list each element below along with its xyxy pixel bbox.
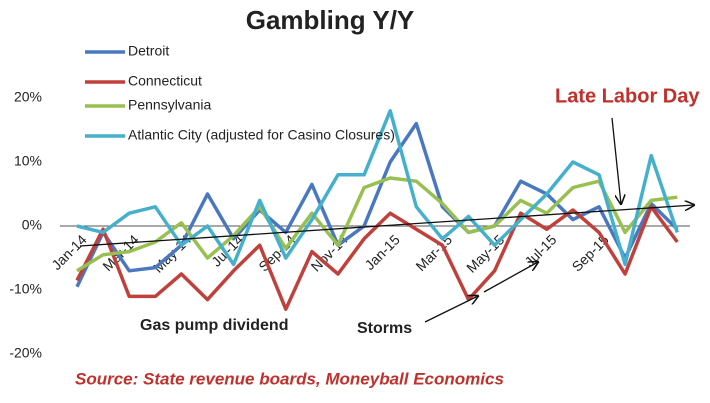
x-tick-label: Jul-15 (521, 231, 559, 269)
x-tick-label: Mar-15 (412, 231, 455, 274)
legend-label: Atlantic City (adjusted for Casino Closu… (128, 127, 395, 143)
y-tick-label: 0% (22, 217, 42, 233)
series-line (76, 176, 678, 273)
series-line (75, 121, 679, 288)
legend-label: Pennsylvania (128, 97, 211, 113)
source: Source: State revenue boards, Moneyball … (75, 369, 504, 388)
arrow (483, 262, 538, 293)
x-tick-label: Sep-15 (568, 231, 611, 274)
y-tick-label: 10% (14, 153, 42, 169)
annotation: Storms (357, 320, 412, 337)
legend-label: Connecticut (128, 73, 202, 89)
chart-title: Gambling Y/Y (246, 5, 415, 35)
y-tick-label: -10% (9, 281, 42, 297)
arrow (611, 117, 621, 204)
legend-label: Detroit (128, 43, 169, 59)
series-line (76, 109, 679, 267)
y-tick-label: -20% (9, 345, 42, 361)
annotation: Gas pump dividend (140, 317, 288, 334)
annotation: Late Labor Day (555, 85, 700, 107)
trend-arrow (79, 205, 694, 247)
y-tick-label: 20% (14, 89, 42, 105)
arrow (424, 296, 478, 323)
